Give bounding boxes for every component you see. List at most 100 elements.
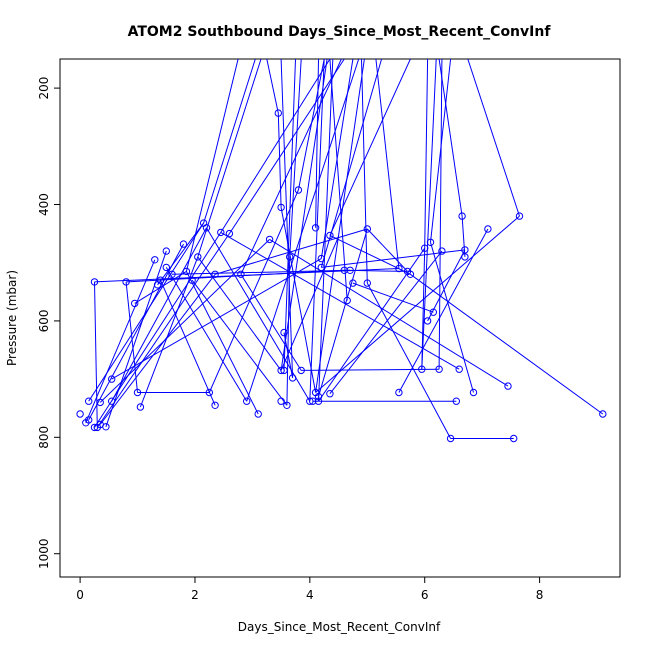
data-point	[168, 270, 176, 278]
series-line-segment	[88, 243, 184, 421]
series-line-segment	[203, 59, 256, 224]
data-point	[274, 109, 282, 117]
data-point	[423, 317, 432, 325]
x-tick-label: 2	[191, 588, 199, 602]
series-line-segment	[185, 59, 239, 272]
series-line-segment	[125, 281, 138, 393]
series-line-segment	[366, 282, 452, 439]
data-point	[254, 410, 262, 418]
series-line-segment	[277, 113, 282, 208]
data-point	[179, 240, 188, 248]
data-point	[102, 423, 110, 431]
data-point	[311, 224, 320, 232]
y-tick-label: 800	[37, 426, 51, 449]
series-line-segment	[430, 242, 474, 393]
data-point	[314, 392, 323, 401]
data-point	[446, 434, 455, 443]
series-line-segment	[424, 59, 429, 249]
data-point	[108, 397, 116, 405]
plot-frame	[59, 58, 621, 578]
data-point	[421, 244, 429, 252]
data-point	[136, 403, 145, 411]
data-point	[211, 270, 219, 278]
data-point	[265, 235, 274, 244]
data-point	[314, 397, 323, 405]
data-point	[458, 212, 466, 220]
series-line-segment	[375, 59, 400, 269]
series-line-segment	[269, 238, 509, 387]
data-point	[395, 388, 403, 397]
data-point	[131, 299, 139, 308]
series-line-segment	[191, 279, 288, 406]
data-point	[85, 416, 93, 424]
data-point	[108, 375, 116, 383]
x-axis-label: Days_Since_Most_Recent_ConvInf	[238, 620, 441, 634]
data-point	[225, 229, 234, 238]
y-tick-label: 600	[37, 309, 51, 332]
data-point	[363, 279, 371, 287]
series-line-segment	[197, 59, 262, 258]
series-line-segment	[366, 228, 408, 272]
series-line-segment	[438, 59, 443, 370]
data-point	[438, 247, 446, 255]
series-line-segment	[297, 59, 325, 191]
series-line-segment	[240, 274, 302, 371]
data-point	[283, 401, 291, 409]
data-point	[96, 398, 104, 407]
data-point	[306, 397, 314, 405]
data-point	[326, 390, 334, 398]
series-line-segment	[289, 59, 302, 257]
data-point	[343, 296, 351, 305]
data-point	[277, 366, 285, 375]
series-line-segment	[99, 273, 216, 425]
data-point	[317, 263, 325, 272]
series-line-segment	[160, 280, 216, 406]
series-points	[76, 109, 607, 443]
data-point	[211, 401, 219, 409]
series-line-segment	[430, 59, 452, 243]
data-point	[435, 365, 443, 373]
series-line-segment	[361, 59, 368, 284]
data-point	[90, 278, 99, 286]
data-point	[469, 388, 478, 397]
series-lines	[85, 59, 604, 439]
data-point	[286, 253, 294, 261]
series-line-segment	[266, 59, 279, 114]
series-line-segment	[410, 273, 604, 415]
data-point	[288, 374, 297, 382]
y-axis: 200 400 600 800 1000	[37, 77, 60, 569]
series-line-segment	[280, 236, 340, 371]
data-point	[205, 388, 214, 397]
data-point	[194, 253, 202, 261]
data-point	[243, 397, 251, 405]
data-point	[418, 365, 426, 373]
series-line-segment	[197, 256, 282, 371]
series-line-segment	[85, 259, 156, 423]
data-point	[182, 267, 191, 276]
series-line-segment	[438, 59, 463, 217]
series-line-segment	[280, 207, 317, 393]
data-point	[76, 410, 84, 418]
x-tick-label: 0	[76, 588, 84, 602]
data-point	[280, 328, 288, 337]
series-line-segment	[318, 228, 368, 397]
series-line-segment	[185, 271, 259, 415]
series-line-segment	[315, 215, 520, 393]
data-point	[309, 397, 317, 405]
data-point	[217, 228, 225, 237]
series-line-segment	[111, 227, 207, 402]
data-point	[133, 388, 142, 397]
x-tick-label: 4	[306, 588, 314, 602]
data-point	[277, 397, 285, 405]
data-point	[317, 254, 325, 263]
data-point	[484, 225, 492, 233]
data-point	[202, 224, 211, 232]
series-line-segment	[461, 216, 466, 257]
data-point	[277, 203, 285, 212]
series-line-segment	[315, 59, 319, 228]
data-point	[461, 246, 469, 254]
data-point	[429, 308, 437, 316]
series-line-segment	[139, 256, 199, 408]
data-point	[515, 212, 524, 220]
data-point	[349, 279, 357, 287]
